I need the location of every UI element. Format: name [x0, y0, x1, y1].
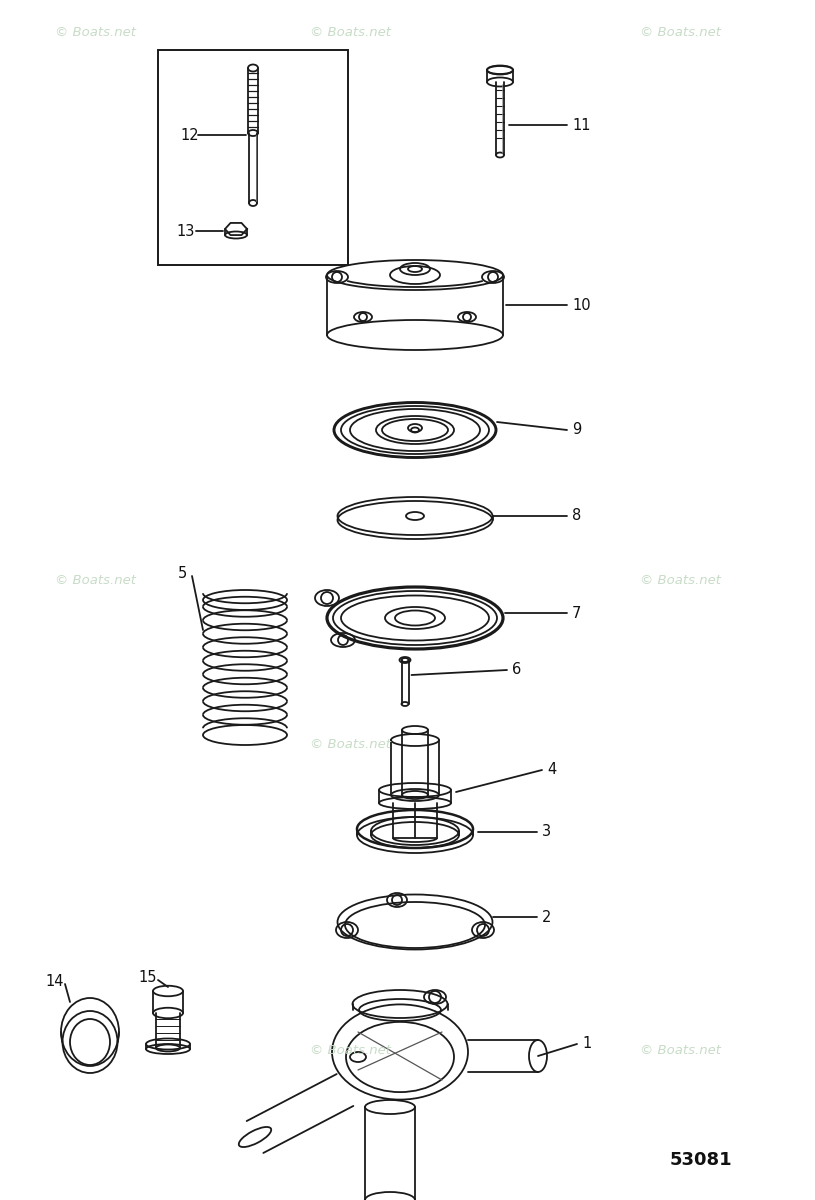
Text: © Boats.net: © Boats.net: [55, 574, 136, 587]
Bar: [158, 50, 348, 265]
Text: 53081: 53081: [670, 1151, 733, 1169]
Text: © Boats.net: © Boats.net: [310, 738, 391, 751]
Text: © Boats.net: © Boats.net: [640, 1044, 721, 1056]
Text: © Boats.net: © Boats.net: [640, 25, 721, 38]
Text: 10: 10: [572, 298, 591, 312]
Text: 7: 7: [572, 606, 581, 620]
Text: 12: 12: [180, 127, 199, 143]
Text: 11: 11: [572, 118, 591, 132]
Text: 13: 13: [176, 223, 194, 239]
Text: 2: 2: [542, 910, 552, 924]
Text: © Boats.net: © Boats.net: [55, 25, 136, 38]
Text: 15: 15: [138, 971, 156, 985]
Text: 4: 4: [547, 762, 557, 778]
Text: 1: 1: [582, 1037, 591, 1051]
Text: 6: 6: [512, 662, 522, 678]
Text: 3: 3: [542, 824, 551, 840]
Text: © Boats.net: © Boats.net: [310, 25, 391, 38]
Text: 8: 8: [572, 509, 581, 523]
Text: 5: 5: [178, 566, 187, 582]
Text: 14: 14: [45, 974, 64, 990]
Text: 9: 9: [572, 422, 581, 438]
Text: © Boats.net: © Boats.net: [640, 574, 721, 587]
Text: © Boats.net: © Boats.net: [310, 1044, 391, 1056]
